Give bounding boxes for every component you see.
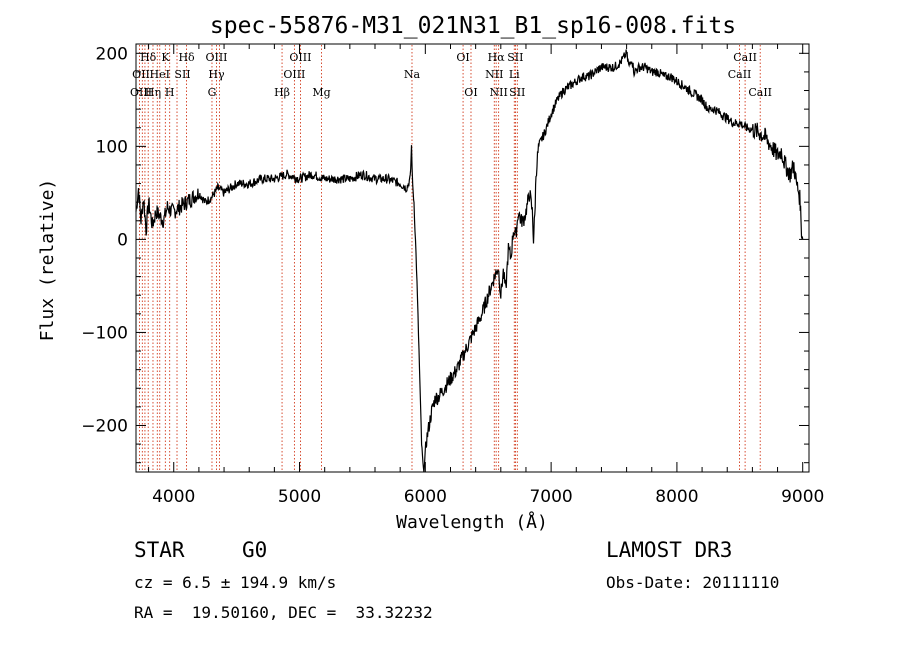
line-label: NII xyxy=(490,86,508,99)
x-tick-label: 6000 xyxy=(404,487,447,507)
line-label: OIII xyxy=(205,51,227,64)
line-label: CaII xyxy=(728,68,752,81)
y-tick-label: 100 xyxy=(96,137,128,157)
x-tick-label: 4000 xyxy=(152,487,195,507)
line-label: Hη xyxy=(145,86,161,99)
y-tick-label: −200 xyxy=(81,416,128,436)
line-label: NII xyxy=(485,68,503,81)
line-label: CaII xyxy=(733,51,757,64)
line-label: SII xyxy=(509,86,525,99)
line-label: G xyxy=(208,86,217,99)
line-label: K xyxy=(161,51,170,64)
line-label: SII xyxy=(174,68,190,81)
line-label: Na xyxy=(404,68,421,81)
y-tick-label: 0 xyxy=(117,230,128,250)
x-tick-label: 5000 xyxy=(278,487,321,507)
obs-date-text: Obs-Date: 20111110 xyxy=(606,573,780,592)
line-label: OII xyxy=(132,68,150,81)
velocity-text: cz = 6.5 ± 194.9 km/s xyxy=(134,573,337,592)
line-label: Mg xyxy=(312,86,330,99)
y-tick-label: −100 xyxy=(81,323,128,343)
chart-title: spec-55876-M31_021N31_B1_sp16-008.fits xyxy=(210,13,736,39)
y-axis-ticks: −200 −100 0 100 200 xyxy=(81,44,809,464)
y-axis-label: Flux (relative) xyxy=(37,179,58,342)
x-axis-ticks: 4000 5000 6000 7000 8000 9000 xyxy=(148,44,824,507)
line-label: Hδ xyxy=(178,51,195,64)
annotation-lines xyxy=(138,45,761,471)
x-tick-label: 9000 xyxy=(781,487,824,507)
line-label: OI xyxy=(464,86,477,99)
x-tick-label: 8000 xyxy=(655,487,698,507)
line-label: HeI xyxy=(150,68,170,81)
line-label: CaII xyxy=(748,86,772,99)
line-label: Hγ xyxy=(208,68,225,81)
y-tick-label: 200 xyxy=(96,44,128,64)
survey-name: LAMOST DR3 xyxy=(606,538,733,562)
x-axis-label: Wavelength (Å) xyxy=(396,511,548,533)
line-label: H xyxy=(165,86,175,99)
line-label: OI xyxy=(456,51,469,64)
plot-frame xyxy=(135,43,810,473)
line-label: Hδ xyxy=(140,51,157,64)
line-label: OIII xyxy=(283,68,305,81)
line-label: Hβ xyxy=(274,86,290,99)
line-label: Hα xyxy=(488,51,506,64)
object-class: STAR xyxy=(134,538,185,562)
line-label: Li xyxy=(509,68,520,81)
spectrum-line xyxy=(135,49,804,473)
coordinates-text: RA = 19.50160, DEC = 33.32232 xyxy=(134,603,433,622)
x-tick-label: 7000 xyxy=(529,487,572,507)
line-label: OIII xyxy=(289,51,311,64)
line-label: SII xyxy=(507,51,523,64)
object-subclass: G0 xyxy=(242,538,268,562)
